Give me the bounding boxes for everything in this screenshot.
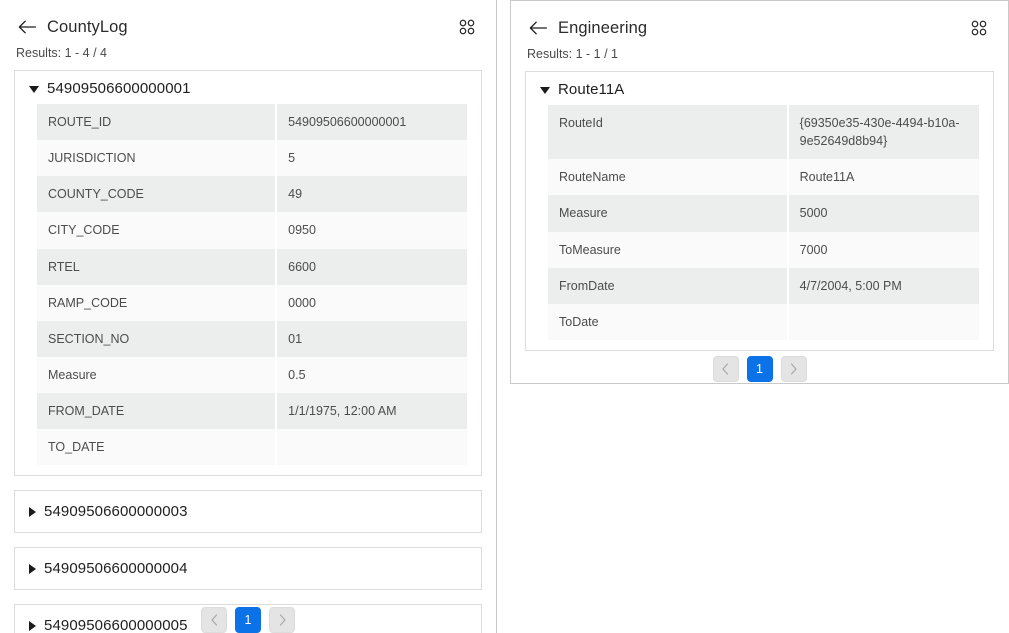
pagination-right: 1: [511, 334, 1008, 382]
attribute-value: [275, 429, 467, 466]
table-row: ToMeasure 7000: [548, 231, 979, 268]
attribute-key: Measure: [37, 356, 277, 393]
attribute-key: FROM_DATE: [37, 393, 277, 430]
feature-card: 54909506600000003: [14, 490, 482, 534]
table-row: ROUTE_ID 54909506600000001: [37, 104, 467, 141]
panel-header-left: CountyLog: [0, 0, 496, 40]
grid-dots-icon[interactable]: [966, 15, 992, 41]
attribute-key: TO_DATE: [37, 429, 277, 466]
table-row: FromDate 4/7/2004, 5:00 PM: [548, 267, 979, 304]
attribute-value: 0.5: [275, 356, 467, 393]
attribute-value: 1/1/1975, 12:00 AM: [275, 393, 467, 430]
attribute-value: 49: [275, 176, 467, 213]
attribute-table: ROUTE_ID 54909506600000001 JURISDICTION 5 …: [37, 104, 467, 466]
attribute-key: ROUTE_ID: [37, 104, 277, 141]
feature-card-header[interactable]: Route11A: [526, 72, 993, 105]
pagination-prev-button[interactable]: [712, 356, 739, 382]
attribute-key: ToMeasure: [548, 231, 788, 268]
attribute-key: RTEL: [37, 248, 277, 285]
attribute-value: 0000: [275, 284, 467, 321]
panel-title: CountyLog: [47, 17, 128, 36]
pagination-page-1[interactable]: 1: [746, 356, 773, 382]
attribute-key: RAMP_CODE: [37, 284, 277, 321]
feature-title: Route11A: [558, 81, 625, 98]
attribute-key: FromDate: [548, 267, 788, 304]
feature-title: 54909506600000001: [47, 80, 191, 97]
attribute-value: 0950: [275, 212, 467, 249]
attribute-value: 5000: [786, 195, 979, 232]
attribute-value: 7000: [786, 231, 979, 268]
table-row: FROM_DATE 1/1/1975, 12:00 AM: [37, 393, 467, 430]
results-list-left: 54909506600000001 ROUTE_ID 54909506600000…: [0, 60, 496, 633]
table-row: CITY_CODE 0950: [37, 212, 467, 249]
pagination-next-button[interactable]: [780, 356, 807, 382]
table-row: SECTION_NO 01: [37, 320, 467, 357]
panel-title: Engineering: [558, 18, 648, 37]
attribute-value: 6600: [275, 248, 467, 285]
attribute-key: CITY_CODE: [37, 212, 277, 249]
panel-header-right: Engineering: [511, 1, 1008, 41]
feature-card-header[interactable]: 54909506600000005: [15, 605, 481, 633]
feature-card: 54909506600000001 ROUTE_ID 54909506600000…: [14, 70, 482, 477]
results-panel-countylog: CountyLog Results: 1 - 4 / 4 54909506600…: [0, 0, 497, 633]
table-row: TO_DATE: [37, 429, 467, 466]
back-arrow-icon[interactable]: [527, 17, 549, 39]
feature-card-header[interactable]: 54909506600000003: [15, 491, 481, 532]
attribute-value: 01: [275, 320, 467, 357]
feature-card: 54909506600000004: [14, 547, 482, 591]
attribute-table: RouteId {69350e35-430e-4494-b10a-9e52649d…: [548, 105, 979, 340]
feature-card-header[interactable]: 54909506600000001: [15, 71, 481, 104]
chevron-right-icon[interactable]: [29, 506, 36, 517]
results-count-left: Results: 1 - 4 / 4: [16, 46, 108, 60]
attribute-key: Measure: [548, 195, 788, 232]
attribute-value: {69350e35-430e-4494-b10a-9e52649d8b94}: [786, 105, 979, 160]
attribute-key: COUNTY_CODE: [37, 176, 277, 213]
feature-title: 54909506600000003: [44, 503, 188, 521]
attribute-value: 4/7/2004, 5:00 PM: [786, 267, 979, 304]
results-count-right: Results: 1 - 1 / 1: [527, 47, 619, 61]
attribute-key: SECTION_NO: [37, 320, 277, 357]
attribute-value: 54909506600000001: [275, 104, 467, 141]
chevron-down-icon[interactable]: [29, 86, 39, 93]
results-list-right: Route11A RouteId {69350e35-430e-4494-b10a…: [511, 61, 1008, 351]
feature-card: Route11A RouteId {69350e35-430e-4494-b10a…: [525, 71, 994, 351]
table-row: RouteName Route11A: [548, 159, 979, 196]
attribute-value: 5: [275, 140, 467, 177]
table-row: RAMP_CODE 0000: [37, 284, 467, 321]
attribute-value: [786, 303, 979, 340]
chevron-down-icon[interactable]: [540, 87, 550, 94]
attribute-key: JURISDICTION: [37, 140, 277, 177]
pagination-page-1[interactable]: 1: [235, 607, 261, 633]
attribute-key: RouteName: [548, 159, 788, 196]
back-arrow-icon[interactable]: [16, 16, 38, 38]
attribute-key: RouteId: [548, 105, 788, 160]
table-row: ToDate: [548, 303, 979, 340]
chevron-right-icon[interactable]: [29, 563, 36, 574]
feature-title: 54909506600000005: [44, 617, 188, 633]
table-row: JURISDICTION 5: [37, 140, 467, 177]
feature-title: 54909506600000004: [44, 560, 188, 578]
feature-card-header[interactable]: 54909506600000004: [15, 548, 481, 589]
table-row: RouteId {69350e35-430e-4494-b10a-9e52649d…: [548, 105, 979, 160]
table-row: Measure 5000: [548, 195, 979, 232]
attribute-value: Route11A: [786, 159, 979, 196]
results-panel-engineering: Engineering Results: 1 - 1 / 1 Route11A: [510, 0, 1009, 384]
attribute-key: ToDate: [548, 303, 788, 340]
pagination-prev-button[interactable]: [201, 607, 227, 633]
pagination-next-button[interactable]: [269, 607, 295, 633]
table-row: Measure 0.5: [37, 356, 467, 393]
grid-dots-icon[interactable]: [454, 14, 480, 40]
table-row: COUNTY_CODE 49: [37, 176, 467, 213]
table-row: RTEL 6600: [37, 248, 467, 285]
pagination-left: 1: [0, 585, 496, 633]
chevron-right-icon[interactable]: [29, 620, 36, 631]
